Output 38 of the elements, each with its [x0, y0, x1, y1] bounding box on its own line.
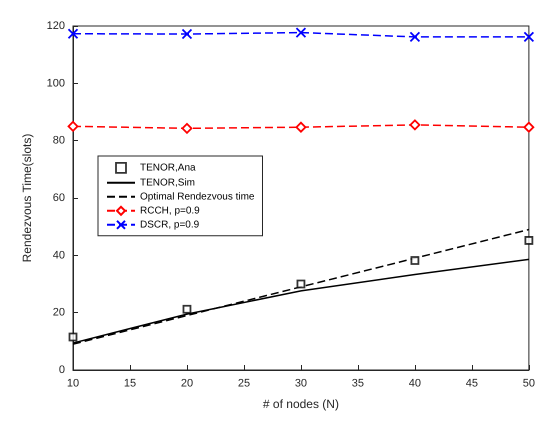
x-tick-label: 10: [66, 378, 80, 390]
point: [410, 120, 420, 130]
y-tick-label: 100: [46, 77, 65, 90]
point: [296, 27, 306, 38]
legend-label: TENOR,Ana: [140, 162, 196, 174]
y-tick-label: 20: [52, 306, 65, 319]
x-tick-label: 45: [466, 378, 478, 390]
y-axis-title: Rendezvous Time(slots): [20, 134, 34, 262]
point: [68, 120, 78, 132]
x-tick-label: 40: [408, 378, 422, 390]
x-tick-label: 25: [238, 378, 250, 390]
point: [410, 256, 420, 265]
x-tick-label: 15: [124, 378, 136, 390]
legend-label: Optimal Rendezvous time: [140, 191, 255, 202]
point: [68, 332, 78, 342]
x-tick-label: 50: [522, 378, 536, 390]
point: [523, 31, 534, 42]
legend-label: DSCR, p=0.9: [140, 219, 200, 230]
point: [182, 122, 192, 134]
point: [68, 28, 78, 40]
point: [410, 31, 420, 42]
x-tick-label: 20: [180, 378, 194, 390]
y-tick-label: 80: [52, 134, 65, 147]
x-axis-title: # of nodes (N): [262, 397, 339, 411]
legend-label: RCCH, p=0.9: [140, 205, 200, 216]
y-tick-label: 60: [52, 192, 65, 204]
y-tick-label: 40: [52, 249, 65, 262]
point: [524, 236, 534, 245]
point: [523, 122, 534, 133]
y-tick-label: 0: [58, 364, 65, 376]
point: [182, 304, 192, 314]
point: [296, 280, 306, 288]
legend-label: TENOR,Sim: [140, 177, 195, 188]
y-tick-label: 120: [46, 20, 65, 32]
point: [296, 122, 306, 133]
point: [182, 28, 192, 40]
x-tick-label: 35: [352, 378, 364, 390]
x-tick-label: 30: [294, 378, 308, 390]
